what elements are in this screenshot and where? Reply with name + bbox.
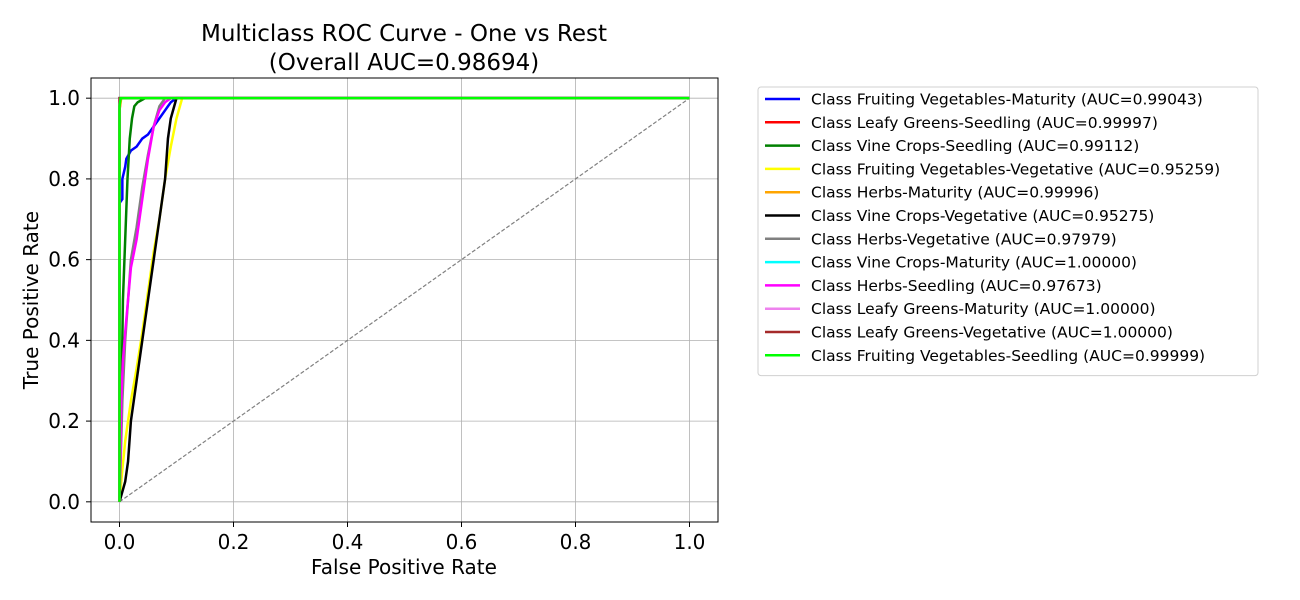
y-tick-label-4: 0.8 <box>48 167 80 191</box>
x-tick-label-2: 0.4 <box>332 530 364 554</box>
y-tick-label-2: 0.4 <box>48 328 80 352</box>
y-tick-label-5: 1.0 <box>48 86 80 110</box>
roc-curve-5 <box>118 96 690 503</box>
roc-curve-2 <box>118 96 690 502</box>
legend-box <box>757 86 1259 377</box>
y-tick-label-1: 0.2 <box>48 409 80 433</box>
legend-label-11: Class Fruiting Vegetables-Seedling (AUC=… <box>811 347 1205 365</box>
legend-label-1: Class Leafy Greens-Seedling (AUC=0.99997… <box>811 114 1158 132</box>
plot-area: 0.0 0.2 0.4 0.6 0.8 1.0 0.0 0.2 0.4 0.6 0.8 1.0 <box>48 77 719 554</box>
y-tick-label-3: 0.6 <box>48 248 80 272</box>
legend-label-10: Class Leafy Greens-Vegetative (AUC=1.000… <box>811 324 1173 342</box>
y-axis-label: True Positive Rate <box>19 211 43 390</box>
legend-label-5: Class Vine Crops-Vegetative (AUC=0.95275… <box>811 207 1154 225</box>
x-tick-label-0: 0.0 <box>104 530 136 554</box>
x-tick-label-4: 0.8 <box>560 530 592 554</box>
roc-curve-11 <box>118 96 690 502</box>
roc-curve-8 <box>118 96 690 502</box>
plot-frame <box>90 77 719 523</box>
legend: Class Fruiting Vegetables-Maturity (AUC=… <box>757 86 1259 377</box>
x-axis-label: False Positive Rate <box>311 555 497 579</box>
legend-label-2: Class Vine Crops-Seedling (AUC=0.99112) <box>811 137 1139 155</box>
legend-label-0: Class Fruiting Vegetables-Maturity (AUC=… <box>811 91 1203 109</box>
legend-label-9: Class Leafy Greens-Maturity (AUC=1.00000… <box>811 300 1156 318</box>
x-tick-label-3: 0.6 <box>446 530 478 554</box>
chart-title-line2: (Overall AUC=0.98694) <box>269 50 539 76</box>
legend-label-6: Class Herbs-Vegetative (AUC=0.97979) <box>811 230 1117 248</box>
legend-label-7: Class Vine Crops-Maturity (AUC=1.00000) <box>811 254 1137 272</box>
roc-curve-0 <box>118 96 690 502</box>
chart-title-line1: Multiclass ROC Curve - One vs Rest <box>201 21 607 47</box>
x-tick-label-5: 1.0 <box>674 530 706 554</box>
legend-label-3: Class Fruiting Vegetables-Vegetative (AU… <box>811 160 1220 178</box>
x-tick-label-1: 0.2 <box>218 530 250 554</box>
y-tick-label-0: 0.0 <box>48 490 80 514</box>
legend-label-4: Class Herbs-Maturity (AUC=0.99996) <box>811 184 1099 202</box>
chance-diagonal-line <box>119 97 690 503</box>
legend-label-8: Class Herbs-Seedling (AUC=0.97673) <box>811 277 1102 295</box>
